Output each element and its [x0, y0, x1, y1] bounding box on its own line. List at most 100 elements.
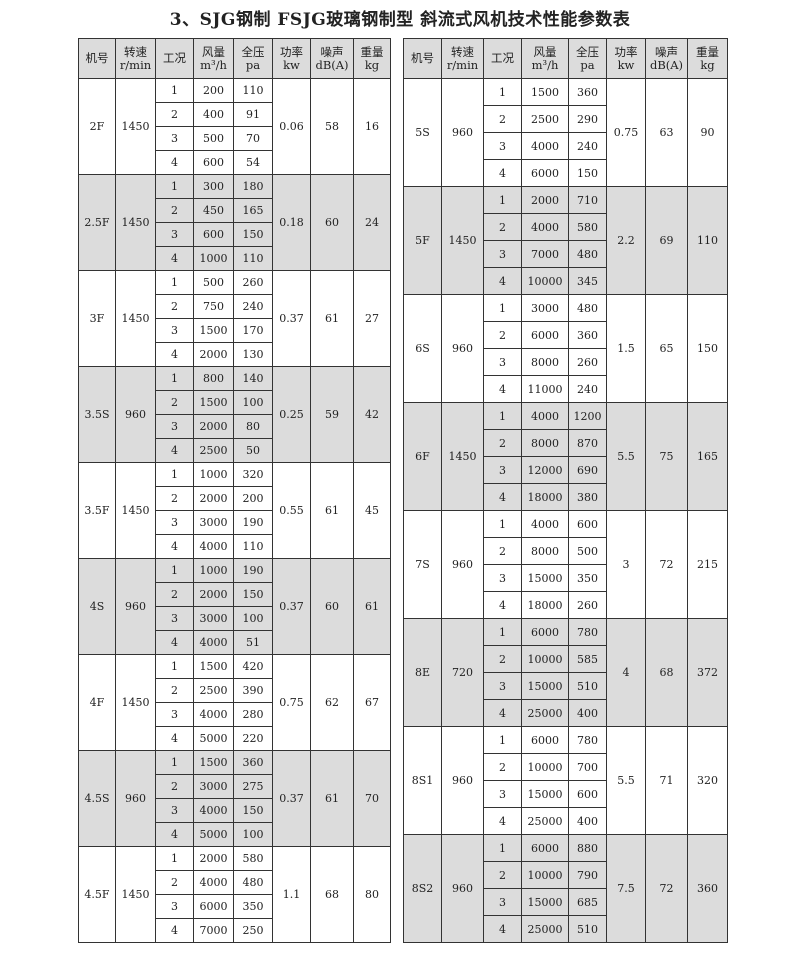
cell-speed: 960: [115, 366, 156, 463]
header-speed: 转速 r/min: [115, 38, 156, 79]
cell-noise: 61: [310, 750, 354, 847]
table-row: 3 3000 100: [79, 606, 391, 631]
cell-airflow: 12000: [521, 456, 569, 484]
cell-condition: 2: [155, 486, 194, 511]
cell-airflow: 3000: [193, 510, 234, 535]
table-row: 3 4000 150: [79, 798, 391, 823]
cell-condition: 1: [483, 402, 522, 430]
cell-airflow: 1000: [193, 462, 234, 487]
cell-power: 0.75: [606, 78, 646, 187]
table-row: 4 18000 260: [404, 591, 728, 619]
cell-weight: 67: [353, 654, 391, 751]
cell-condition: 4: [483, 699, 522, 727]
cell-airflow: 15000: [521, 780, 569, 808]
cell-airflow: 1000: [193, 558, 234, 583]
cell-pressure: 790: [568, 861, 607, 889]
header-unit: dB(A): [315, 57, 349, 72]
cell-speed: 720: [441, 618, 484, 727]
cell-pressure: 580: [568, 213, 607, 241]
cell-pressure: 150: [568, 159, 607, 187]
cell-condition: 2: [155, 678, 194, 703]
cell-pressure: 780: [568, 726, 607, 754]
table-row: 2 400 91: [79, 102, 391, 127]
cell-pressure: 360: [568, 78, 607, 106]
cell-airflow: 7000: [193, 918, 234, 943]
header-unit: kg: [700, 57, 715, 72]
cell-pressure: 400: [568, 699, 607, 727]
cell-power: 0.37: [272, 558, 311, 655]
cell-pressure: 350: [233, 894, 273, 919]
cell-pressure: 150: [233, 582, 273, 607]
cell-pressure: 100: [233, 390, 273, 415]
table-row: 3F 1450 1 500 260 0.37 61 27: [78, 270, 391, 367]
header-label: 噪声: [320, 44, 344, 59]
header-condition: 工况: [155, 38, 194, 79]
cell-airflow: 2000: [193, 846, 234, 871]
cell-airflow: 15000: [521, 564, 569, 592]
header-unit: r/min: [119, 57, 152, 72]
cell-condition: 2: [483, 321, 522, 349]
cell-condition: 4: [483, 267, 522, 295]
cell-noise: 75: [645, 402, 688, 511]
header-label: 噪声: [655, 44, 678, 59]
cell-pressure: 275: [233, 774, 273, 799]
cell-airflow: 8000: [521, 537, 569, 565]
cell-weight: 90: [687, 78, 728, 187]
cell-pressure: 200: [233, 486, 273, 511]
cell-model: 6F: [403, 402, 442, 511]
cell-weight: 42: [353, 366, 391, 463]
cell-speed: 1450: [115, 654, 156, 751]
table-row: 2 8000 500: [404, 537, 728, 565]
cell-airflow: 7000: [521, 240, 569, 268]
cell-noise: 72: [645, 510, 688, 619]
cell-condition: 3: [483, 780, 522, 808]
cell-speed: 960: [441, 726, 484, 835]
header-unit: r/min: [446, 57, 479, 72]
cell-condition: 1: [155, 558, 194, 583]
cell-model: 3F: [78, 270, 116, 367]
cell-pressure: 480: [568, 240, 607, 268]
header-airflow: 风量 m³/h: [521, 38, 569, 79]
cell-pressure: 80: [233, 414, 273, 439]
cell-power: 4: [606, 618, 646, 727]
table-row: 3.5S 960 1 800 140 0.25 59 42: [78, 366, 391, 463]
cell-airflow: 6000: [521, 618, 569, 646]
cell-noise: 72: [645, 834, 688, 943]
table-row: 4 5000 100: [79, 822, 391, 847]
table-row: 2 2000 200: [79, 486, 391, 511]
header-label: 功率: [280, 44, 303, 59]
cell-condition: 1: [483, 510, 522, 538]
cell-pressure: 1200: [568, 402, 607, 430]
cell-airflow: 1000: [193, 246, 234, 271]
cell-speed: 960: [441, 294, 484, 403]
cell-airflow: 2000: [193, 414, 234, 439]
cell-weight: 110: [687, 186, 728, 295]
cell-pressure: 360: [233, 750, 273, 775]
cell-condition: 2: [155, 102, 194, 127]
header-model: 机号: [78, 38, 116, 79]
table-row: 4 25000 400: [404, 807, 728, 835]
cell-weight: 70: [353, 750, 391, 847]
header-label: 重量: [360, 44, 384, 59]
header-label: 功率: [614, 44, 638, 59]
cell-pressure: 190: [233, 558, 273, 583]
cell-airflow: 4000: [193, 534, 234, 559]
cell-condition: 4: [155, 438, 194, 463]
header-label: 工况: [163, 51, 186, 65]
cell-pressure: 51: [233, 630, 273, 655]
table-row: 4 10000 345: [404, 267, 728, 295]
header-label: 机号: [411, 51, 434, 65]
cell-airflow: 15000: [521, 888, 569, 916]
cell-speed: 1450: [115, 846, 156, 943]
cell-condition: 2: [155, 582, 194, 607]
cell-airflow: 600: [193, 222, 234, 247]
cell-airflow: 4000: [193, 630, 234, 655]
cell-airflow: 25000: [521, 807, 569, 835]
cell-speed: 1450: [441, 186, 484, 295]
cell-pressure: 180: [233, 174, 273, 199]
cell-airflow: 2000: [193, 342, 234, 367]
cell-pressure: 580: [233, 846, 273, 871]
table-row: 8S1 960 1 6000 780 5.5 71 320: [403, 726, 728, 835]
cell-pressure: 880: [568, 834, 607, 862]
cell-airflow: 10000: [521, 645, 569, 673]
